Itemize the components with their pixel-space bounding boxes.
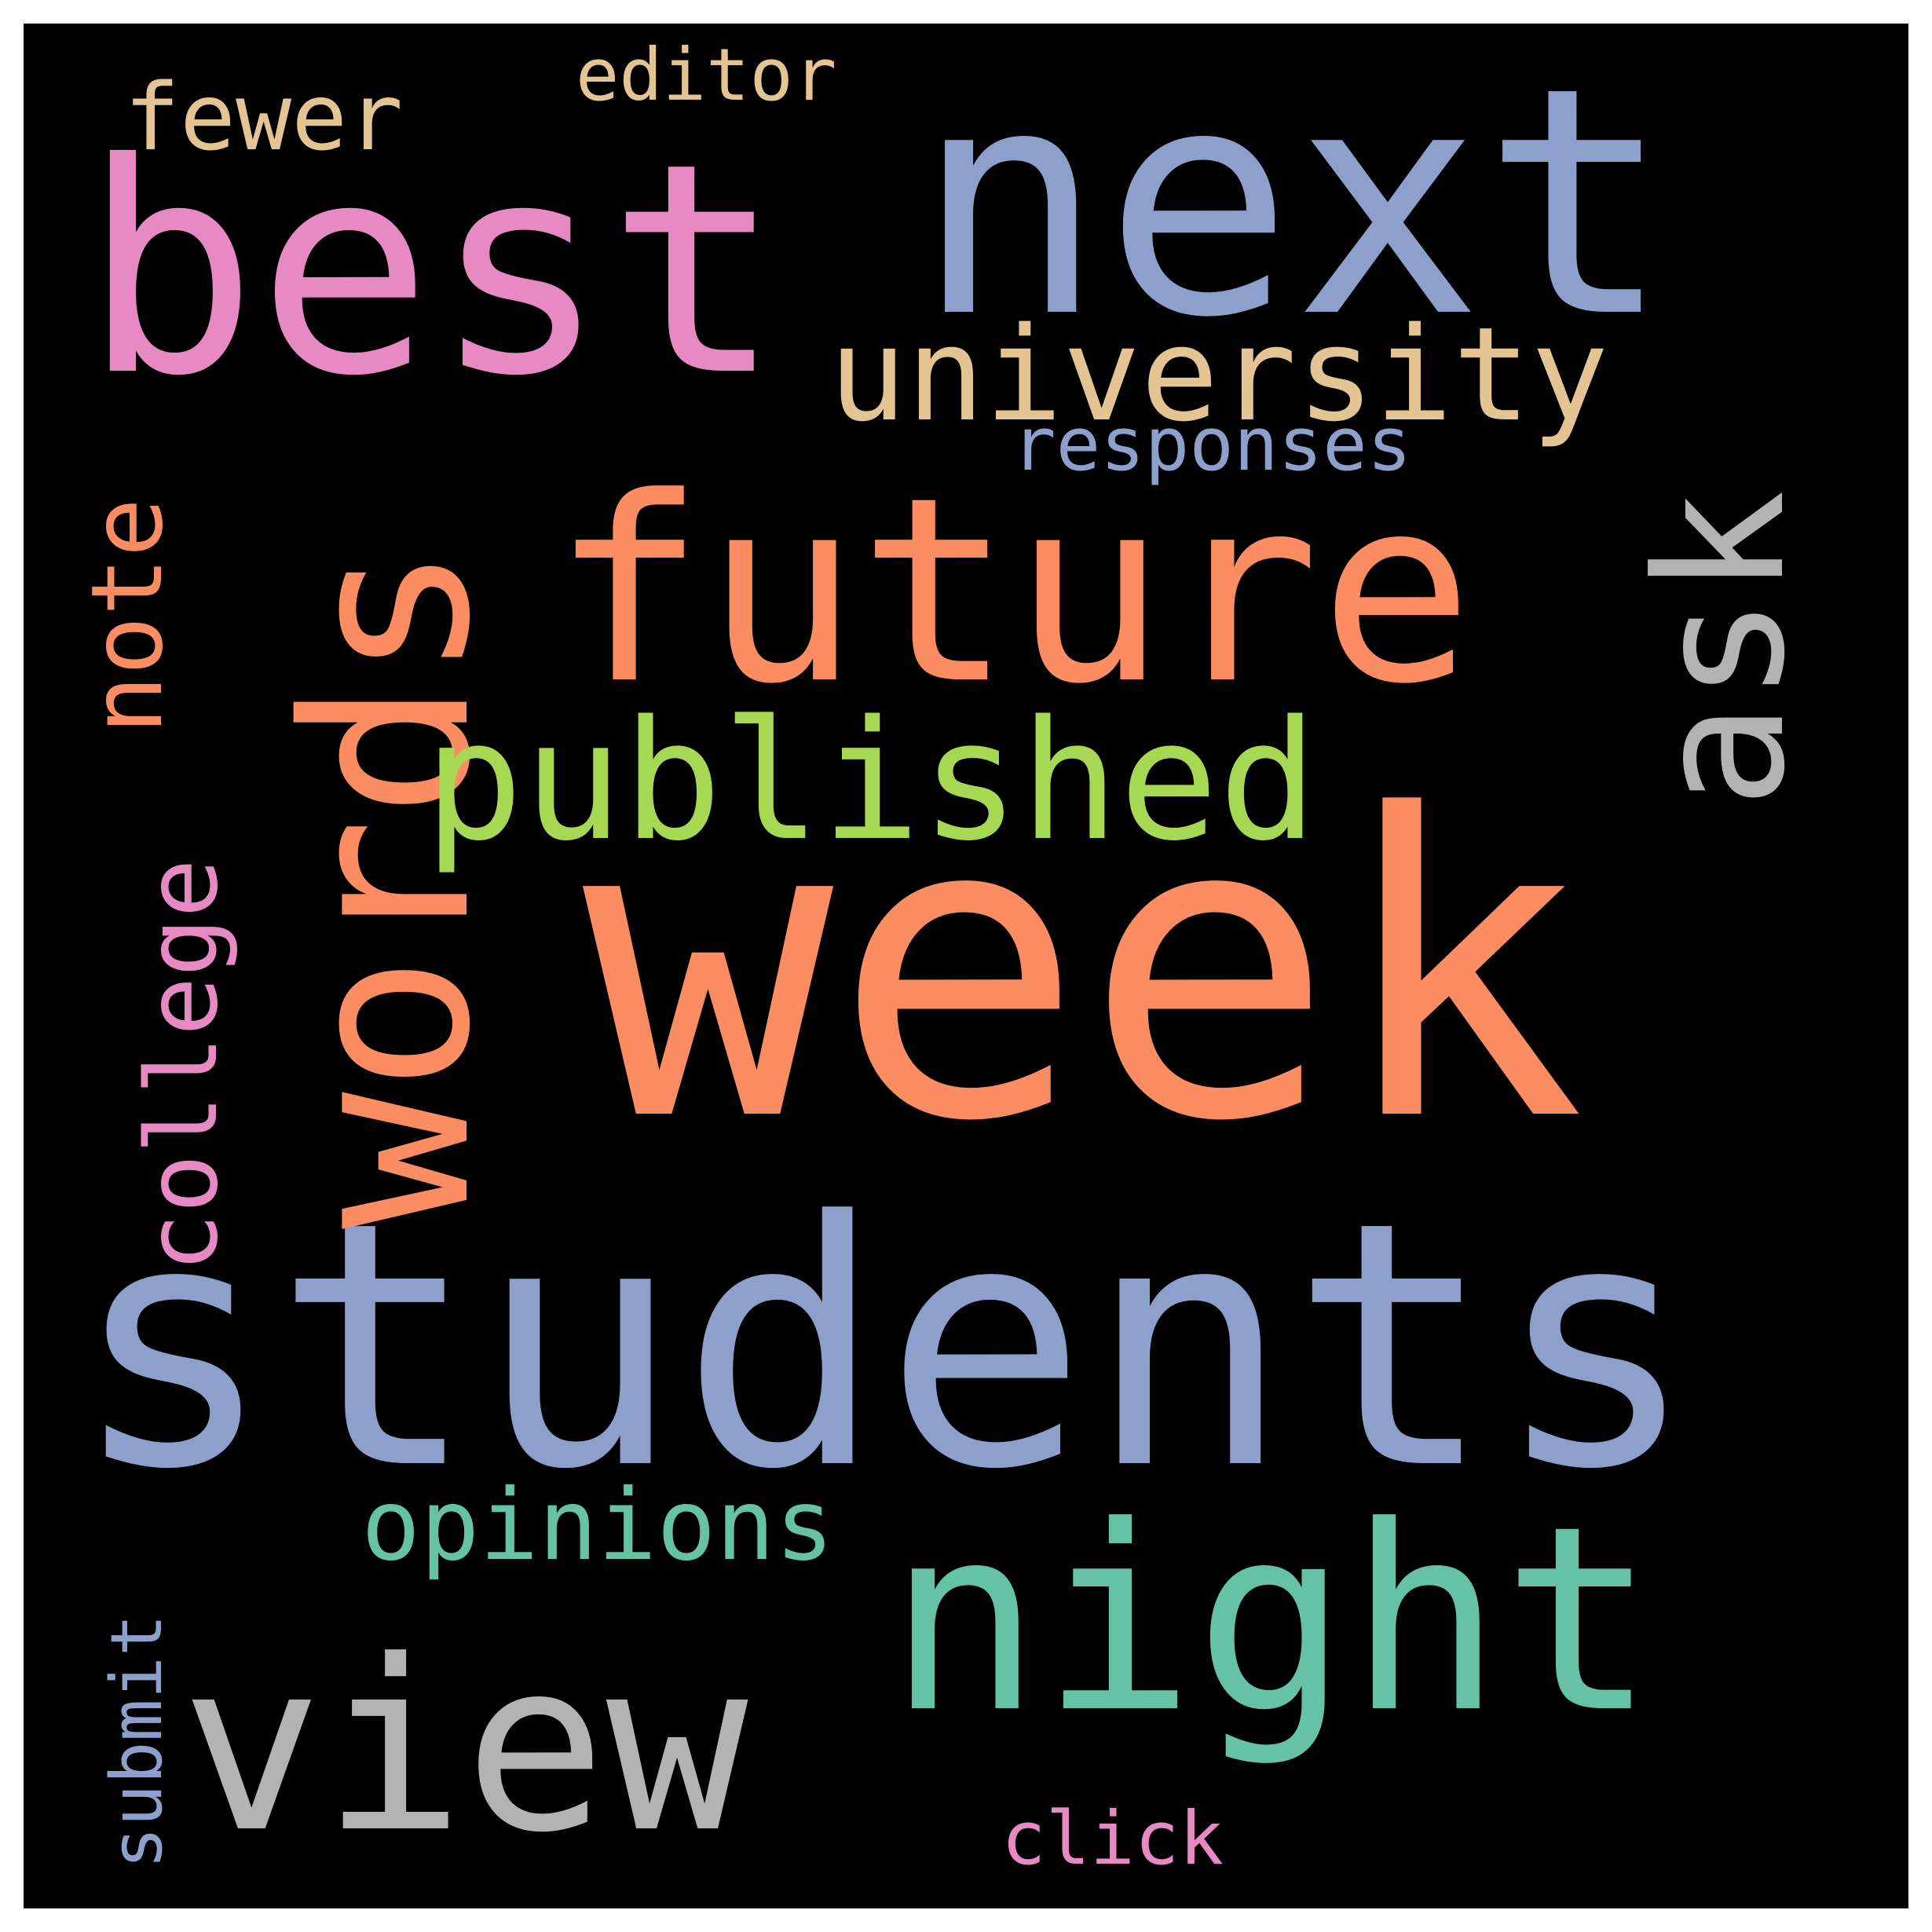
word-click: click [1001,1796,1224,1882]
word-future: future [551,442,1473,740]
word-ask: ask [1619,489,1824,809]
word-words: words [256,543,521,1229]
word-submit: submit [96,1613,178,1869]
word-college: college [126,858,240,1272]
word-night: night [887,1471,1656,1769]
word-note: note [71,497,185,734]
word-view: view [181,1610,748,1884]
word-published: published [424,685,1318,877]
word-opinions: opinions [361,1469,835,1583]
word-editor: editor [576,33,837,117]
word-cloud: week students next best future words nig… [24,24,1908,1908]
word-next: next [915,24,1672,386]
word-week: week [583,727,1586,1212]
word-best: best [82,102,783,440]
word-fewer: fewer [124,63,404,171]
word-university: university [829,299,1609,450]
word-responses: responses [1012,402,1412,488]
word-students: students [71,1151,1698,1543]
